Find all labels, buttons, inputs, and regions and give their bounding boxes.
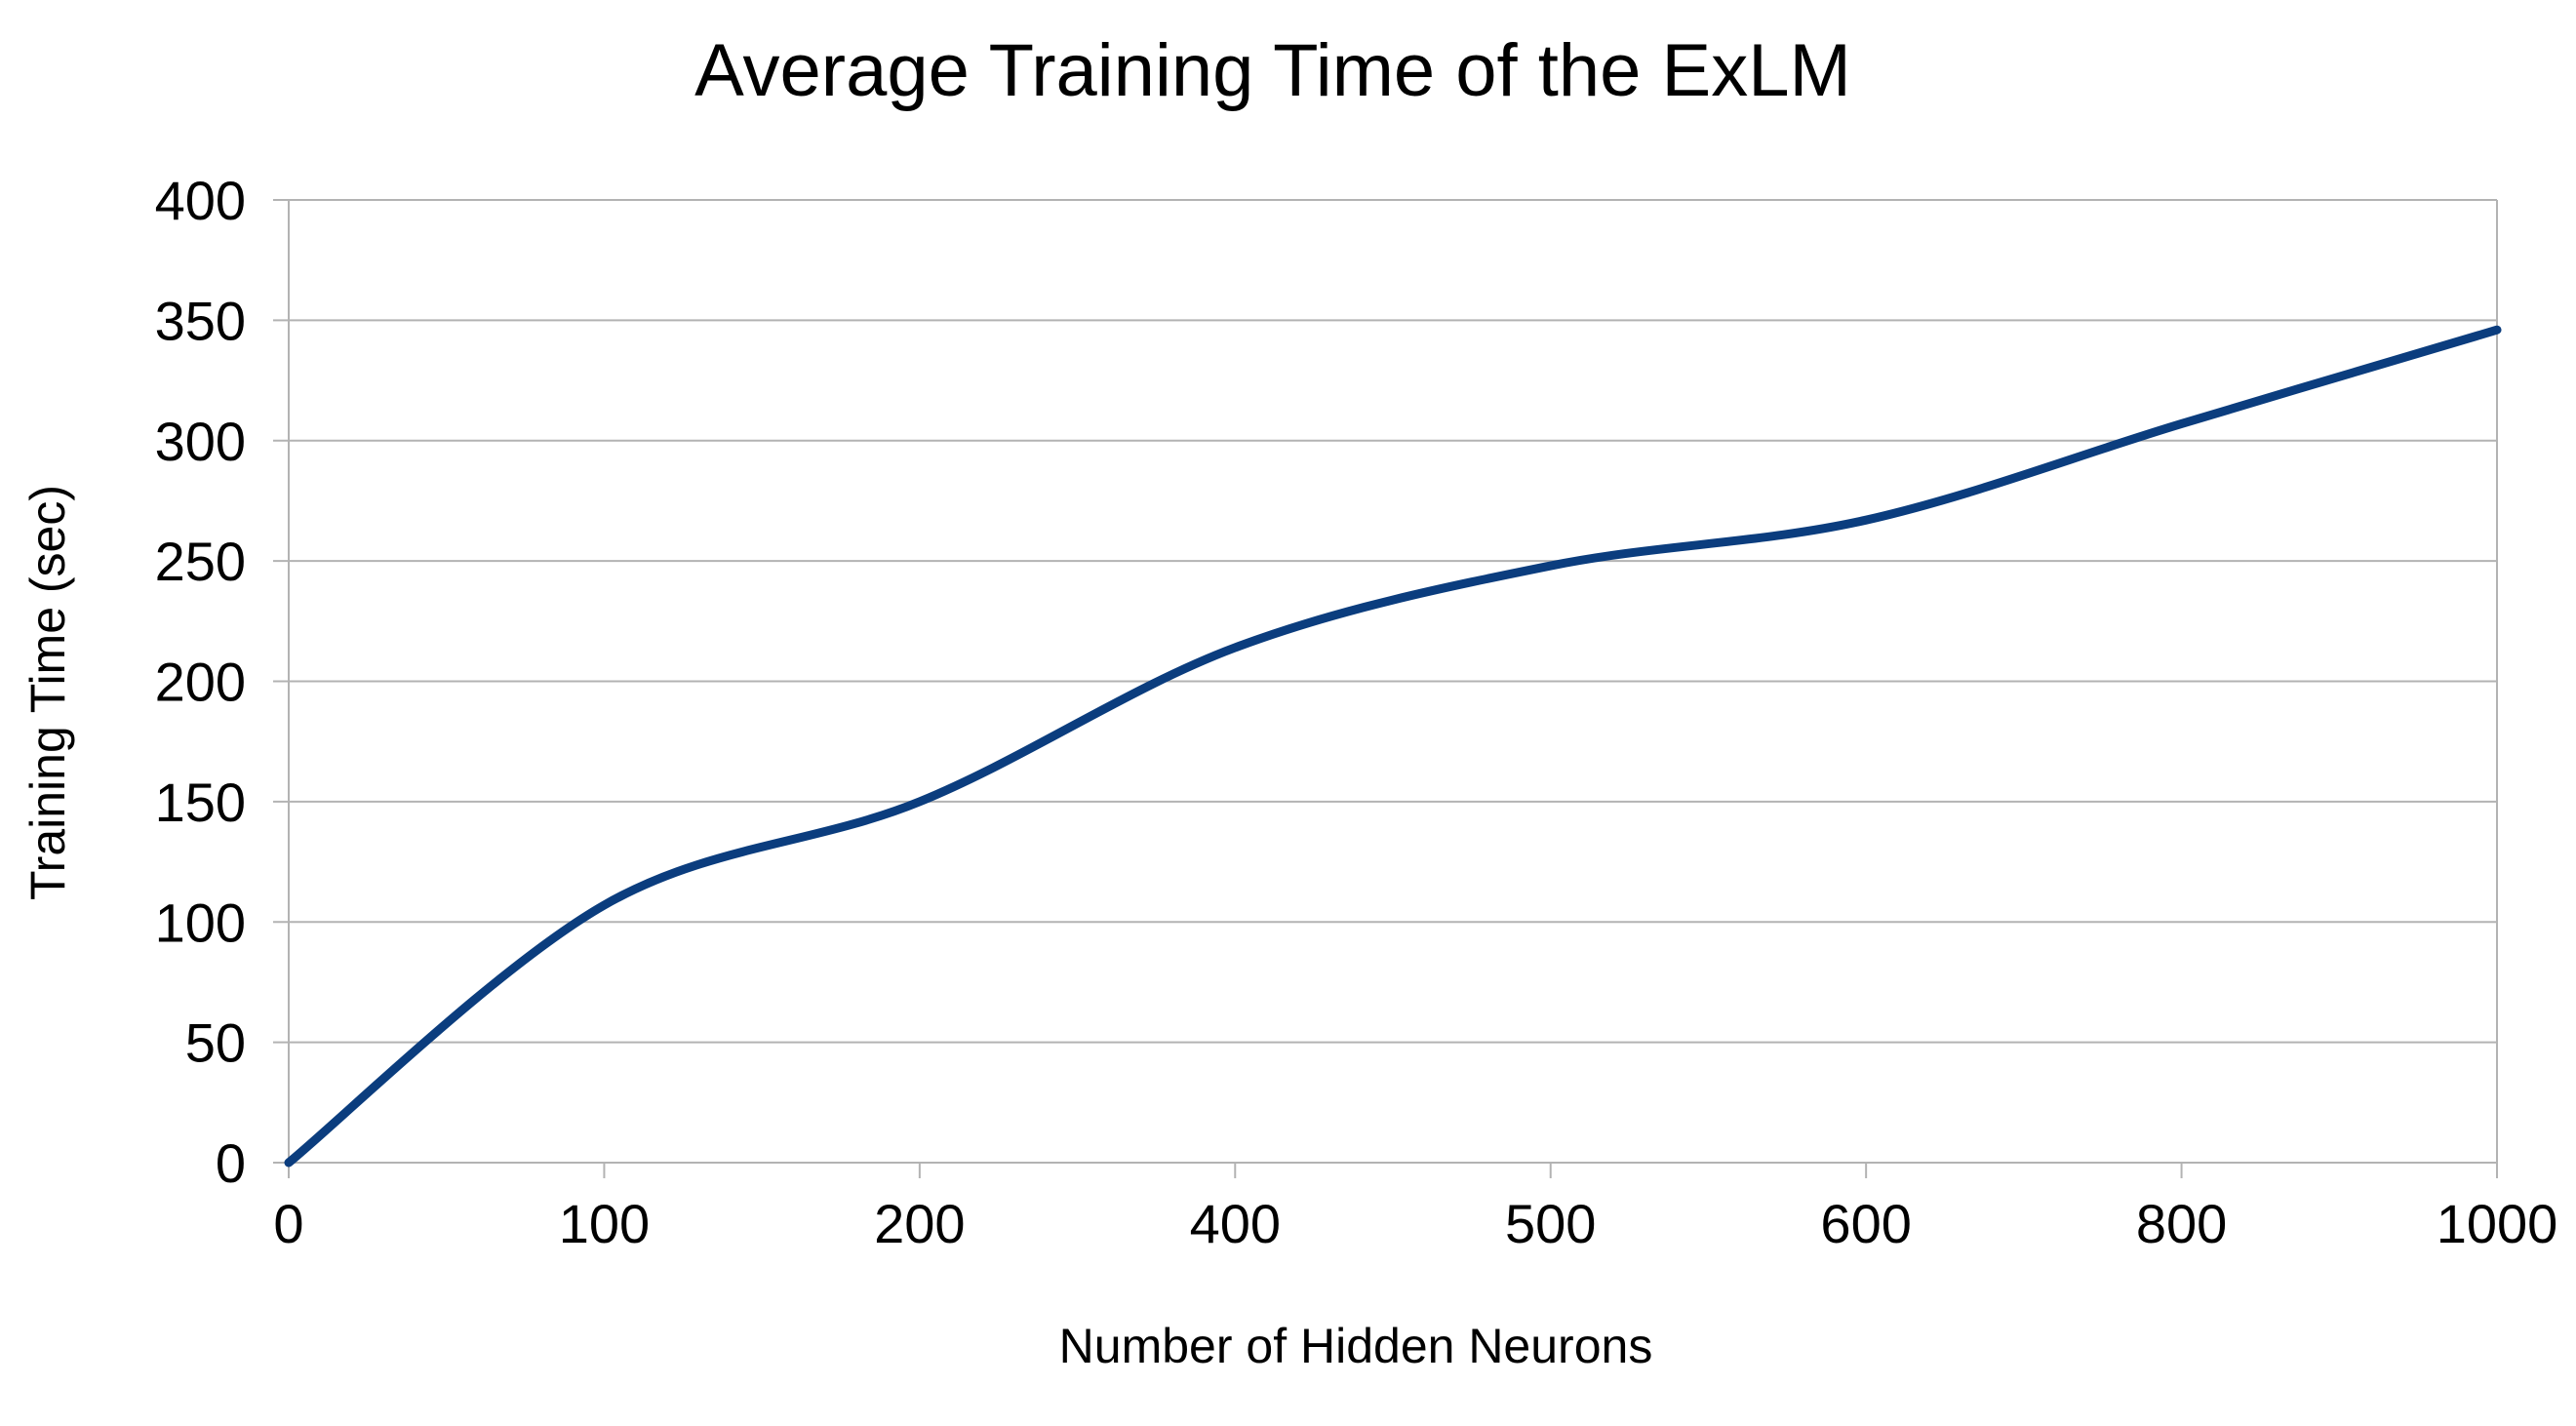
y-tick-label: 400 <box>155 170 246 231</box>
x-tick-label: 500 <box>1505 1193 1596 1254</box>
y-tick-label: 100 <box>155 891 246 953</box>
x-tick-label: 200 <box>874 1193 965 1254</box>
y-tick-label: 150 <box>155 772 246 833</box>
y-tick-label: 350 <box>155 290 246 351</box>
x-tick-label: 600 <box>1820 1193 1911 1254</box>
series-layer <box>284 325 2502 1168</box>
x-tick-label: 100 <box>559 1193 650 1254</box>
y-axis-ticks: 0 50 100 150 200 250 300 350 400 <box>155 170 289 1194</box>
y-tick-label: 0 <box>216 1132 246 1194</box>
chart-title: Average Training Time of the ExLM <box>694 29 1851 112</box>
x-tick-label: 0 <box>273 1193 303 1254</box>
series-line <box>284 325 2502 1168</box>
x-tick-label: 1000 <box>2437 1193 2558 1254</box>
gridlines <box>289 199 2497 1044</box>
x-axis-ticks: 0 100 200 400 500 600 800 1000 <box>273 1163 2557 1254</box>
y-tick-label: 250 <box>155 531 246 592</box>
x-tick-label: 800 <box>2136 1193 2227 1254</box>
y-tick-label: 300 <box>155 411 246 472</box>
x-tick-label: 400 <box>1190 1193 1281 1254</box>
y-tick-label: 200 <box>155 652 246 713</box>
y-axis-title: Training Time (sec) <box>20 485 75 900</box>
x-axis-title: Number of Hidden Neurons <box>1059 1319 1653 1373</box>
y-tick-label: 50 <box>185 1012 246 1074</box>
